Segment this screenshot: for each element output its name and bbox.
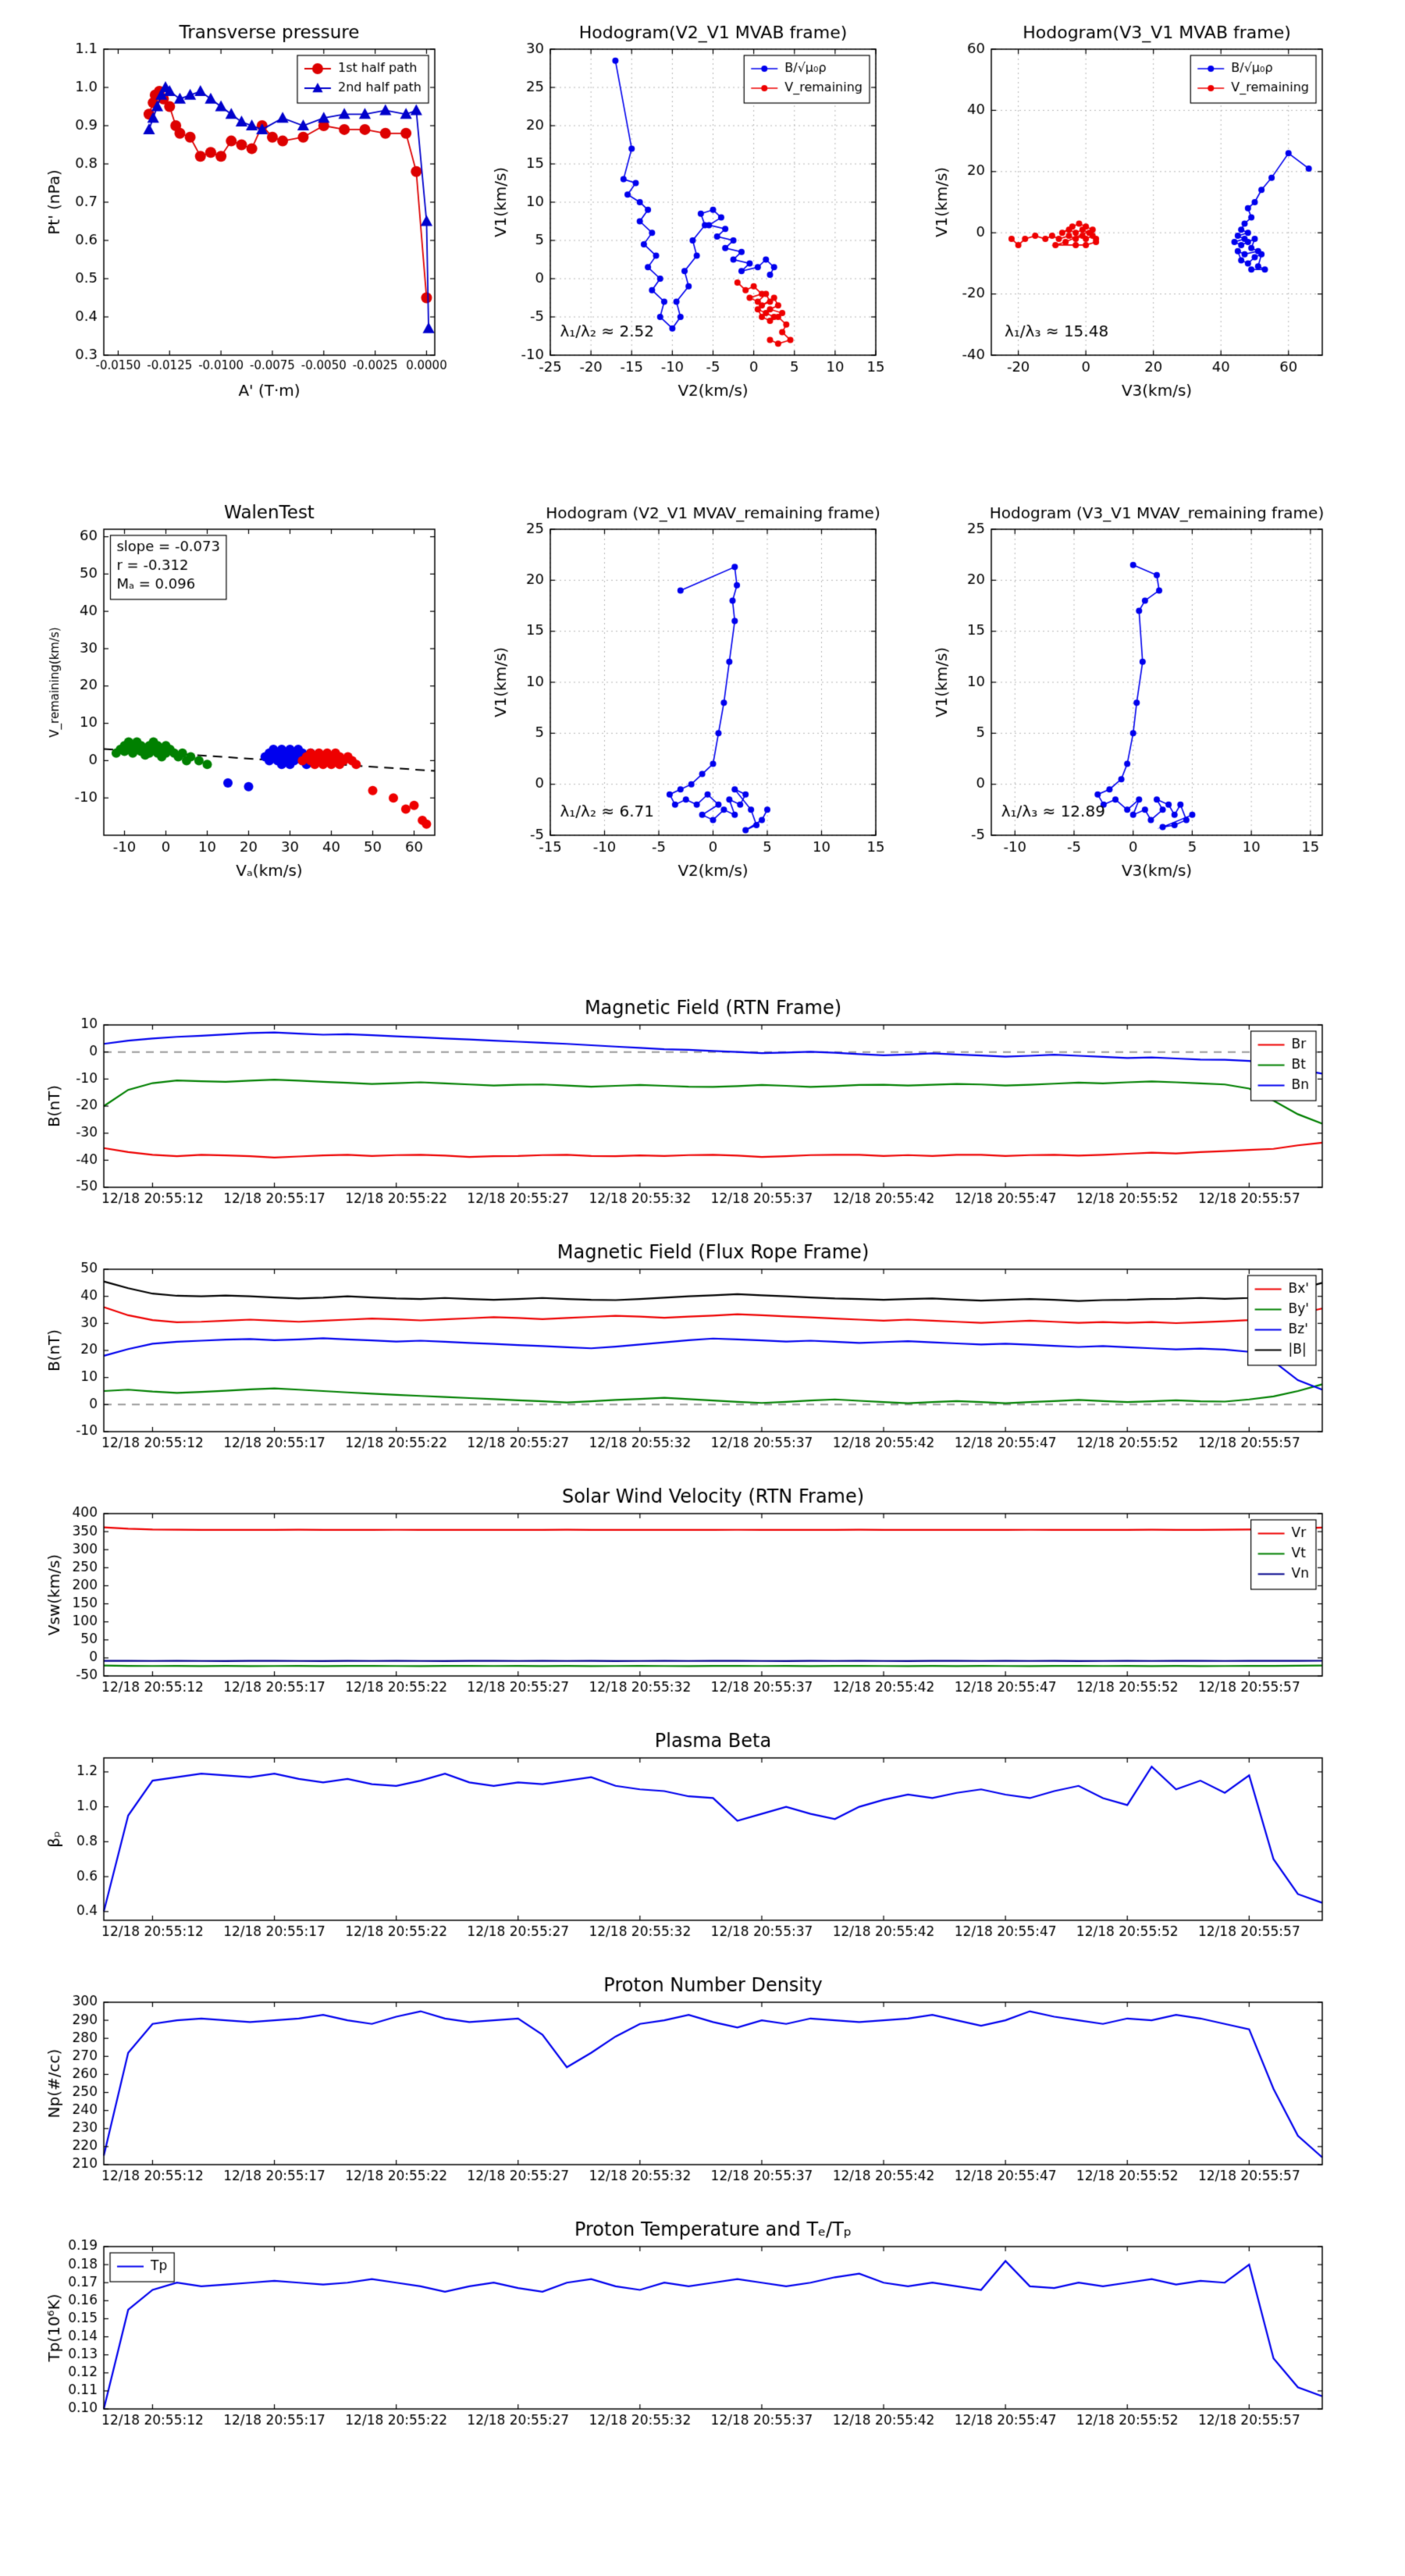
plot-hodogram-v2v1-mvab bbox=[478, 8, 891, 429]
plot-transverse-pressure bbox=[31, 8, 450, 429]
plot-hodogram-v2v1-mvav bbox=[478, 488, 891, 909]
plot-hodogram-v3v1-mvab bbox=[919, 8, 1338, 429]
plot-solar-wind-velocity bbox=[23, 1464, 1338, 1706]
plot-proton-number-density bbox=[23, 1953, 1338, 2195]
plot-magnetic-field-rtn bbox=[23, 976, 1338, 1218]
plot-plasma-beta bbox=[23, 1709, 1338, 1951]
plot-magnetic-field-flux-rope bbox=[23, 1220, 1338, 1462]
plot-proton-temperature bbox=[23, 2197, 1338, 2439]
plot-walen-test bbox=[31, 488, 450, 909]
plot-hodogram-v3v1-mvav bbox=[919, 488, 1338, 909]
